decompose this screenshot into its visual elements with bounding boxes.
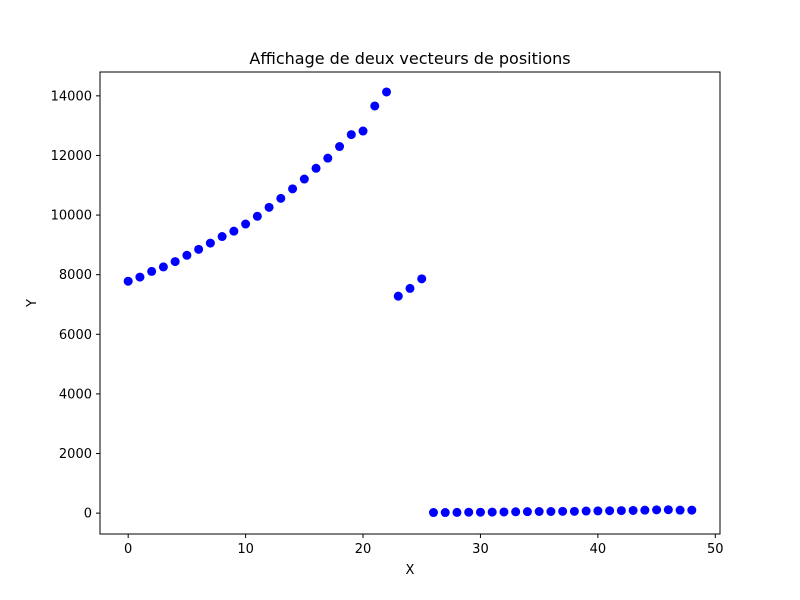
data-point [382,87,392,97]
data-point [346,130,356,140]
data-point [569,506,579,516]
x-tick-label: 30 [472,542,489,557]
data-point [663,505,673,515]
data-point [158,262,168,272]
data-point [405,283,415,293]
data-point [511,507,521,517]
plot-frame [99,71,721,535]
data-point [440,508,450,518]
y-tick-label: 8000 [59,268,92,283]
data-point [558,506,568,516]
x-tick-label: 10 [237,542,254,557]
data-point [522,507,532,517]
x-tick-label: 0 [124,542,132,557]
x-axis-label: X [406,563,415,578]
data-point [147,266,157,276]
y-tick-label: 0 [84,507,92,522]
x-tick-label: 40 [590,542,607,557]
data-point [217,232,227,242]
data-point [499,507,509,517]
y-axis-label: Y [25,299,40,308]
data-point [205,238,215,248]
data-point [335,142,345,152]
data-point [475,507,485,517]
data-point [358,126,368,136]
data-point [288,184,298,194]
data-point [393,291,403,301]
chart-title: Affichage de deux vecteurs de positions [249,49,570,68]
data-point [640,505,650,515]
data-point [311,163,321,173]
y-tick-label: 10000 [51,209,92,224]
data-point [487,507,497,517]
data-point [546,507,556,516]
y-axis-ticks: 0 2000 4000 6000 8000 10000 12000 14000 [51,89,100,522]
data-point [605,506,615,516]
y-tick-label: 4000 [59,387,92,402]
y-tick-label: 14000 [51,89,92,104]
data-point [241,219,251,229]
data-point [428,508,438,518]
data-point [593,506,603,516]
x-tick-label: 20 [355,542,372,557]
data-point [581,506,591,516]
data-point [229,226,239,236]
y-tick-label: 2000 [59,447,92,462]
data-point [628,505,638,515]
data-point [182,250,192,260]
data-point [675,505,685,515]
data-point [534,507,544,516]
data-point [616,506,626,516]
y-tick-label: 12000 [51,149,92,164]
data-point [687,505,697,515]
data-point [194,244,204,254]
data-point [135,272,145,282]
x-axis-ticks: 0 10 20 30 40 50 [124,534,724,557]
data-point [452,507,462,517]
y-tick-label: 6000 [59,328,92,343]
data-point [170,257,180,267]
x-tick-label: 50 [707,542,724,557]
data-point [417,274,427,284]
data-point [252,211,262,221]
data-point [276,193,286,203]
data-point [464,507,474,517]
data-points [123,87,697,518]
data-point [370,101,380,111]
data-point [652,505,662,515]
data-point [264,202,274,212]
data-point [299,174,309,184]
data-point [123,276,133,286]
data-point [323,153,333,163]
